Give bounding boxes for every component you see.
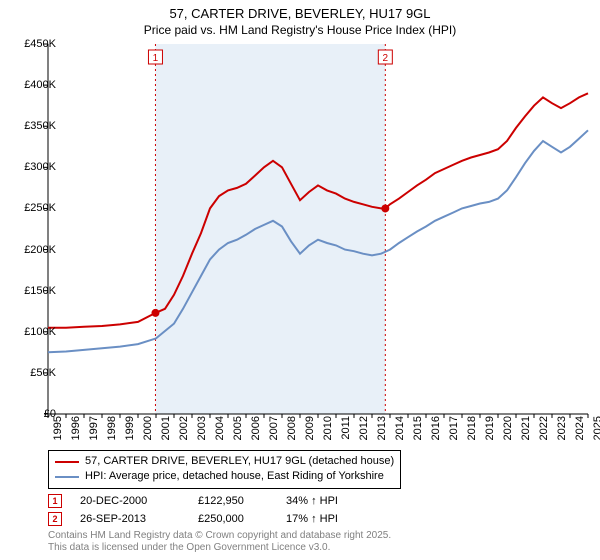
y-tick-label: £100K [8, 326, 56, 338]
footnote-line1: Contains HM Land Registry data © Crown c… [48, 530, 391, 542]
x-tick-label: 2007 [268, 416, 280, 446]
chart-svg: 12 [48, 44, 588, 414]
sale-events: 1 20-DEC-2000 £122,950 34% ↑ HPI 2 26-SE… [48, 492, 366, 528]
sale-price: £250,000 [198, 513, 268, 525]
sale-row: 1 20-DEC-2000 £122,950 34% ↑ HPI [48, 492, 366, 510]
x-tick-label: 1999 [124, 416, 136, 446]
x-tick-label: 2004 [214, 416, 226, 446]
x-tick-label: 2024 [574, 416, 586, 446]
sale-price: £122,950 [198, 495, 268, 507]
x-tick-label: 1998 [106, 416, 118, 446]
x-tick-label: 2001 [160, 416, 172, 446]
x-tick-label: 2016 [430, 416, 442, 446]
x-tick-label: 2017 [448, 416, 460, 446]
y-tick-label: £300K [8, 161, 56, 173]
x-tick-label: 2014 [394, 416, 406, 446]
x-tick-label: 2021 [520, 416, 532, 446]
plot-area: 12 [48, 44, 588, 414]
y-tick-label: £0 [8, 408, 56, 420]
x-tick-label: 2002 [178, 416, 190, 446]
sale-delta: 17% ↑ HPI [286, 513, 366, 525]
svg-text:2: 2 [383, 53, 389, 64]
sale-date: 20-DEC-2000 [80, 495, 180, 507]
y-tick-label: £250K [8, 202, 56, 214]
x-tick-label: 2006 [250, 416, 262, 446]
x-tick-label: 1995 [52, 416, 64, 446]
y-tick-label: £350K [8, 120, 56, 132]
svg-text:1: 1 [153, 53, 159, 64]
sale-marker-2: 2 [48, 512, 62, 526]
x-tick-label: 2012 [358, 416, 370, 446]
x-tick-label: 2020 [502, 416, 514, 446]
legend-label: HPI: Average price, detached house, East… [85, 469, 384, 484]
x-tick-label: 2000 [142, 416, 154, 446]
footnote: Contains HM Land Registry data © Crown c… [48, 530, 391, 554]
title-line1: 57, CARTER DRIVE, BEVERLEY, HU17 9GL [0, 6, 600, 23]
x-tick-label: 2013 [376, 416, 388, 446]
x-tick-label: 1997 [88, 416, 100, 446]
y-tick-label: £150K [8, 285, 56, 297]
sale-marker-1: 1 [48, 494, 62, 508]
x-tick-label: 2005 [232, 416, 244, 446]
legend-swatch-series1 [55, 461, 79, 463]
x-tick-label: 2009 [304, 416, 316, 446]
title-block: 57, CARTER DRIVE, BEVERLEY, HU17 9GL Pri… [0, 0, 600, 38]
x-tick-label: 2008 [286, 416, 298, 446]
legend-swatch-series2 [55, 476, 79, 478]
x-tick-label: 2019 [484, 416, 496, 446]
title-line2: Price paid vs. HM Land Registry's House … [0, 23, 600, 39]
legend: 57, CARTER DRIVE, BEVERLEY, HU17 9GL (de… [48, 450, 401, 489]
x-tick-label: 2010 [322, 416, 334, 446]
y-tick-label: £200K [8, 244, 56, 256]
y-tick-label: £50K [8, 367, 56, 379]
y-tick-label: £450K [8, 38, 56, 50]
chart-container: 57, CARTER DRIVE, BEVERLEY, HU17 9GL Pri… [0, 0, 600, 560]
x-tick-label: 2022 [538, 416, 550, 446]
footnote-line2: This data is licensed under the Open Gov… [48, 542, 391, 554]
x-tick-label: 2018 [466, 416, 478, 446]
y-tick-label: £400K [8, 79, 56, 91]
sale-delta: 34% ↑ HPI [286, 495, 366, 507]
x-tick-label: 2015 [412, 416, 424, 446]
legend-item: 57, CARTER DRIVE, BEVERLEY, HU17 9GL (de… [55, 454, 394, 469]
legend-item: HPI: Average price, detached house, East… [55, 469, 394, 484]
x-tick-label: 2003 [196, 416, 208, 446]
x-tick-label: 2011 [340, 416, 352, 446]
x-tick-label: 2023 [556, 416, 568, 446]
legend-label: 57, CARTER DRIVE, BEVERLEY, HU17 9GL (de… [85, 454, 394, 469]
x-tick-label: 2025 [592, 416, 600, 446]
sale-row: 2 26-SEP-2013 £250,000 17% ↑ HPI [48, 510, 366, 528]
x-tick-label: 1996 [70, 416, 82, 446]
sale-date: 26-SEP-2013 [80, 513, 180, 525]
